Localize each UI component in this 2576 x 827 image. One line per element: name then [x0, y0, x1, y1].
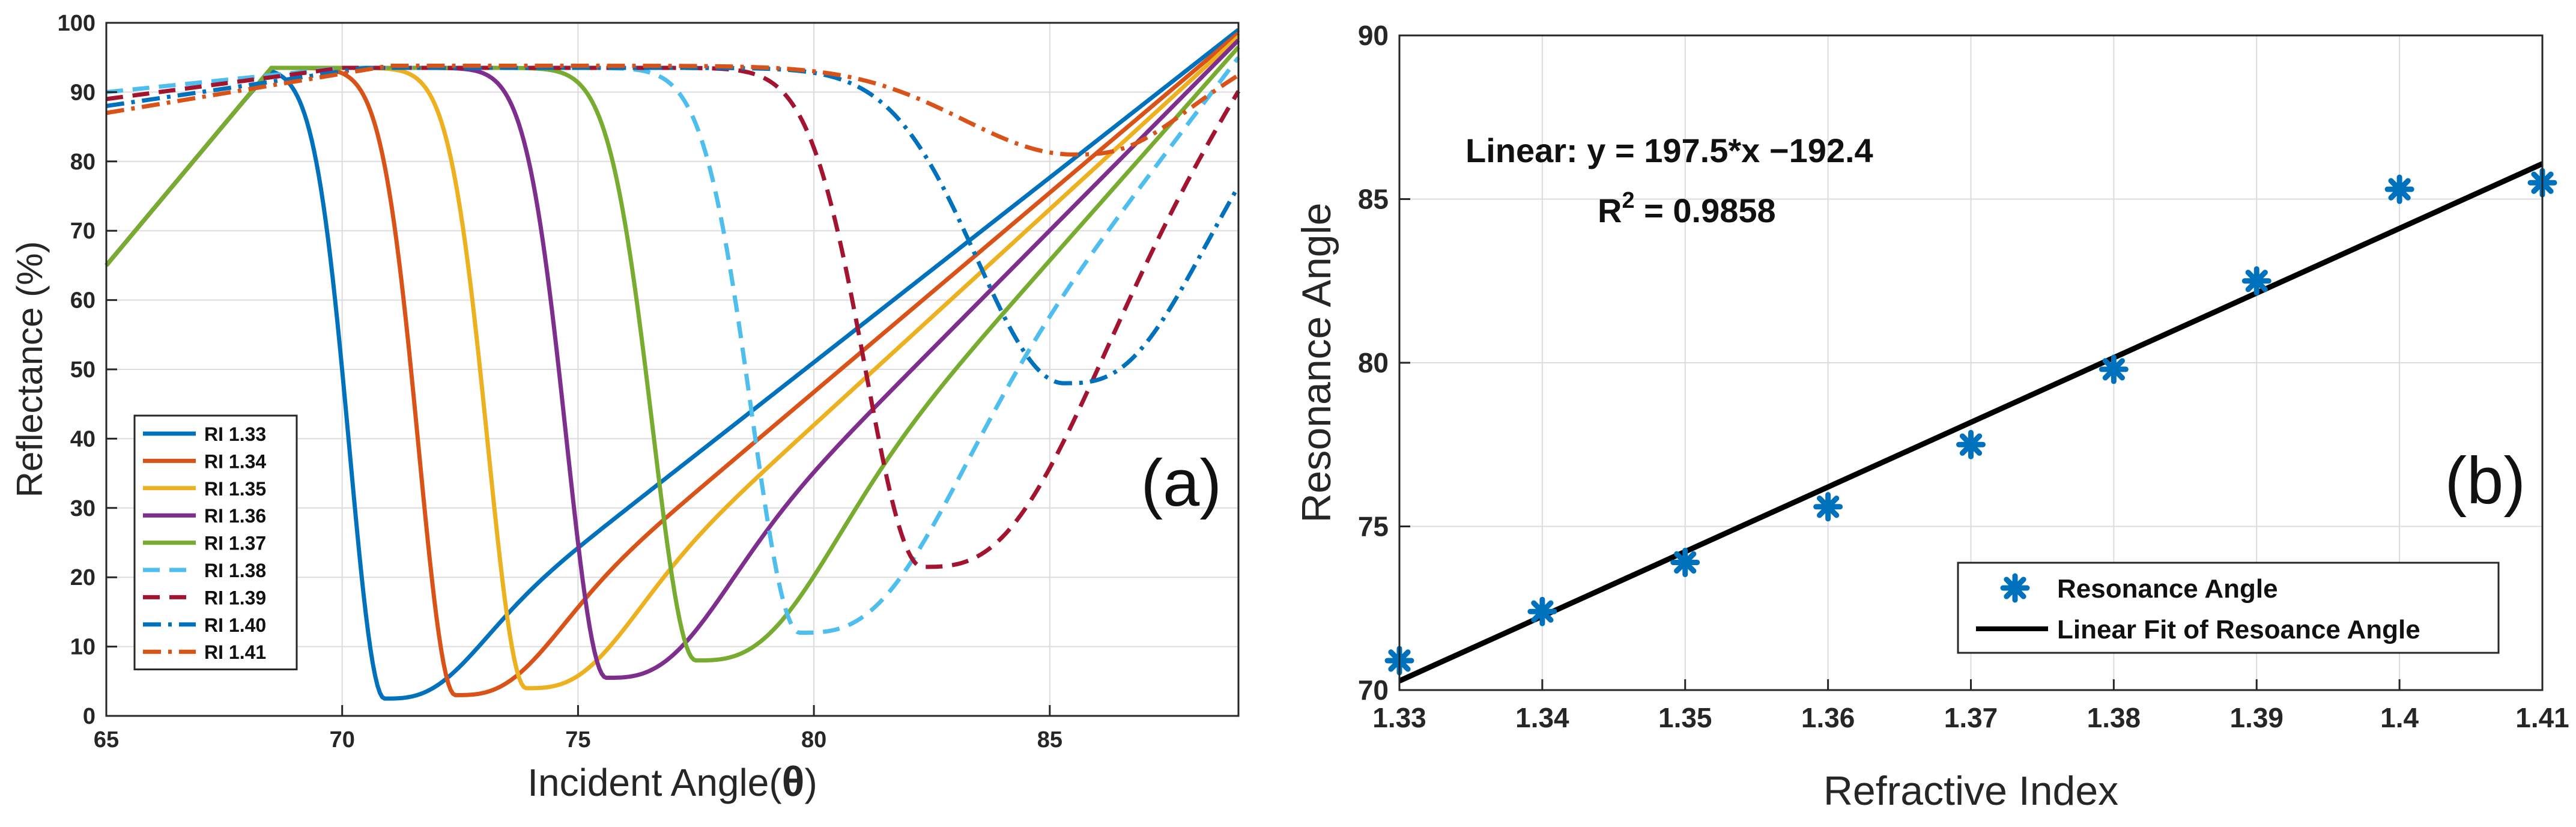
panel-a-label: (a): [1141, 446, 1222, 520]
reflectance-curve-9: [106, 64, 1240, 157]
legend-box: [1957, 562, 2500, 654]
panel-a-tick-labels: 65 70 75 80 85 0 10 20 30 40 50 60 70 80 90 100: [58, 11, 1062, 753]
x-tick-label: 75: [565, 727, 590, 753]
data-point-marker: [2384, 174, 2414, 204]
x-tick-label: 65: [94, 727, 119, 753]
y-tick-label: 60: [70, 288, 95, 314]
panel-a-reflectance-chart: 65 70 75 80 85 0 10 20 30 40 50 60 70 80 90 100 Inciden…: [10, 11, 1241, 805]
legend-label: RI 1.40: [204, 614, 266, 636]
x-tick-label: 1.34: [1515, 702, 1569, 733]
y-tick-label: 10: [70, 635, 95, 660]
data-point-marker: [2241, 266, 2271, 296]
linear-fit-line: [1398, 161, 2544, 683]
legend-label: RI 1.37: [204, 533, 266, 554]
legend-label: RI 1.34: [204, 450, 266, 472]
x-tick-label: 1.39: [2229, 702, 2284, 733]
y-tick-label: 80: [70, 150, 95, 175]
panel-a-curves: [105, 28, 1241, 701]
legend-marker-swatch: [2000, 573, 2030, 603]
y-tick-label: 70: [70, 219, 95, 244]
legend-label: RI 1.36: [204, 505, 266, 527]
panel-b-x-axis-label: Refractive Index: [1823, 768, 2118, 814]
panel-b-label: (b): [2445, 444, 2526, 518]
panel-b-tick-labels: 1.33 1.34 1.35 1.36 1.37 1.38 1.39 1.4 1.41 70 75 8…: [1358, 20, 2569, 733]
reflectance-curve-8: [106, 65, 1241, 386]
panel-a-legend: RI 1.33 RI 1.34 RI 1.35 RI 1.36 RI 1.37 RI 1.…: [133, 414, 298, 671]
x-tick-label: 80: [801, 727, 826, 753]
x-tick-label: 1.35: [1658, 702, 1712, 733]
x-tick-label: 70: [330, 727, 355, 753]
y-tick-label: 80: [1358, 347, 1389, 378]
legend-label: RI 1.38: [204, 560, 266, 581]
data-point-marker: [1670, 547, 1700, 577]
panel-b-y-axis-label: Resonance Angle: [1294, 202, 1339, 523]
y-tick-label: 50: [70, 357, 95, 383]
x-tick-label: 85: [1037, 727, 1062, 753]
legend-label: Linear Fit of Resoance Angle: [2057, 615, 2420, 644]
data-point-marker: [1527, 596, 1557, 626]
panel-a-y-axis-label: Reflectance (%): [10, 241, 50, 498]
x-tick-label: 1.4: [2380, 702, 2419, 733]
panel-b-resonance-chart: 1.33 1.34 1.35 1.36 1.37 1.38 1.39 1.4 1.41 70 75 8…: [1294, 20, 2569, 814]
y-tick-label: 30: [70, 496, 95, 521]
x-tick-label: 1.38: [2087, 702, 2141, 733]
y-tick-label: 0: [83, 704, 95, 729]
reflectance-curve-1: [105, 28, 1240, 701]
r-squared-text: R2 = 0.9858: [1598, 188, 1776, 229]
y-tick-label: 90: [70, 80, 95, 105]
legend-label: RI 1.41: [204, 641, 266, 663]
x-tick-label: 1.41: [2515, 702, 2569, 733]
legend-label: RI 1.39: [204, 587, 266, 608]
x-tick-label: 1.37: [1944, 702, 1998, 733]
x-tick-label: 1.33: [1372, 702, 1426, 733]
fit-equation-text: Linear: y = 197.5*x −192.4: [1465, 132, 1873, 169]
legend-label: Resonance Angle: [2057, 574, 2278, 604]
data-point-marker: [1813, 492, 1843, 522]
y-tick-label: 70: [1358, 674, 1389, 706]
x-tick-label: 1.36: [1801, 702, 1855, 733]
legend-label: RI 1.33: [204, 423, 266, 445]
y-tick-label: 40: [70, 426, 95, 452]
panel-a-x-axis-label: Incident Angle(θ): [527, 758, 817, 805]
y-tick-label: 75: [1358, 511, 1389, 542]
y-tick-label: 100: [58, 11, 95, 36]
y-tick-label: 90: [1358, 20, 1389, 51]
y-tick-label: 20: [70, 565, 95, 590]
data-point-marker: [2099, 354, 2129, 384]
legend-label: RI 1.35: [204, 478, 266, 500]
data-point-marker: [1956, 429, 1986, 459]
panel-b-legend: Resonance Angle Linear Fit of Resoance An…: [1957, 562, 2500, 654]
reflectance-curve-5: [105, 46, 1240, 663]
y-tick-label: 85: [1358, 184, 1389, 215]
